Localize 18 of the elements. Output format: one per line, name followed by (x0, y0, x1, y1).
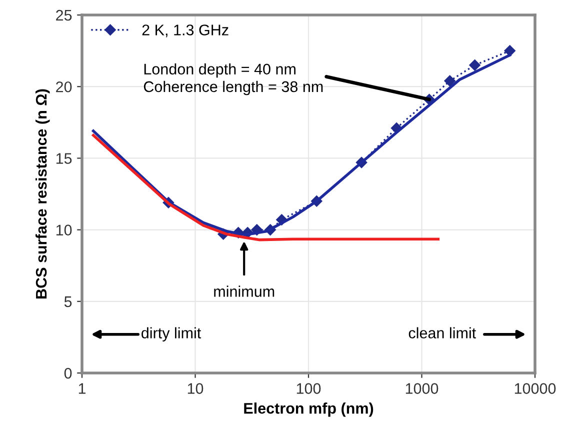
y-tick-label: 20 (56, 81, 72, 92)
legend-label: 2 K, 1.3 GHz (142, 24, 228, 38)
x-axis-title: Electron mfp (nm) (244, 402, 374, 417)
y-axis-title: BCS surface resistance (n Ω) (35, 89, 50, 298)
annotation: minimum (214, 286, 274, 297)
x-tick-label: 1000 (406, 383, 438, 394)
x-tick-label: 10000 (514, 383, 556, 394)
annotation: London depth = 40 nm Coherence length = 38 nm (144, 63, 323, 96)
y-tick-label: 15 (56, 153, 72, 164)
x-tick-label: 100 (296, 383, 321, 394)
y-tick-label: 10 (56, 224, 72, 236)
annotation: clean limit (408, 327, 476, 338)
y-tick-label: 0 (64, 368, 72, 379)
x-tick-label: 1 (78, 383, 86, 394)
annotation: dirty limit (142, 327, 202, 342)
y-tick-label: 5 (64, 296, 72, 308)
x-tick-label: 10 (188, 383, 204, 394)
y-tick-label: 25 (56, 10, 72, 21)
